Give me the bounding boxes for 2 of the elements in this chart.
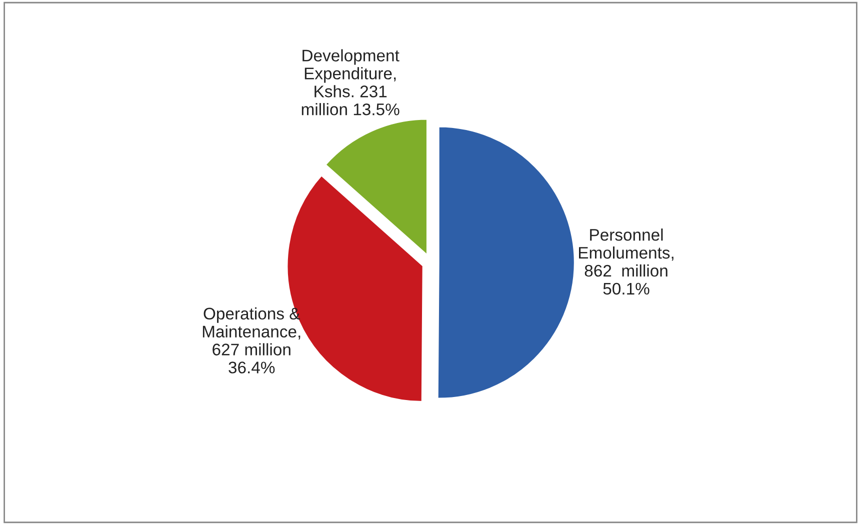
slice-label: Personnel Emoluments, 862 million 50.1% — [579, 228, 674, 295]
slice-label: Development Expenditure, Kshs. 231 million 13.5% — [302, 49, 400, 116]
